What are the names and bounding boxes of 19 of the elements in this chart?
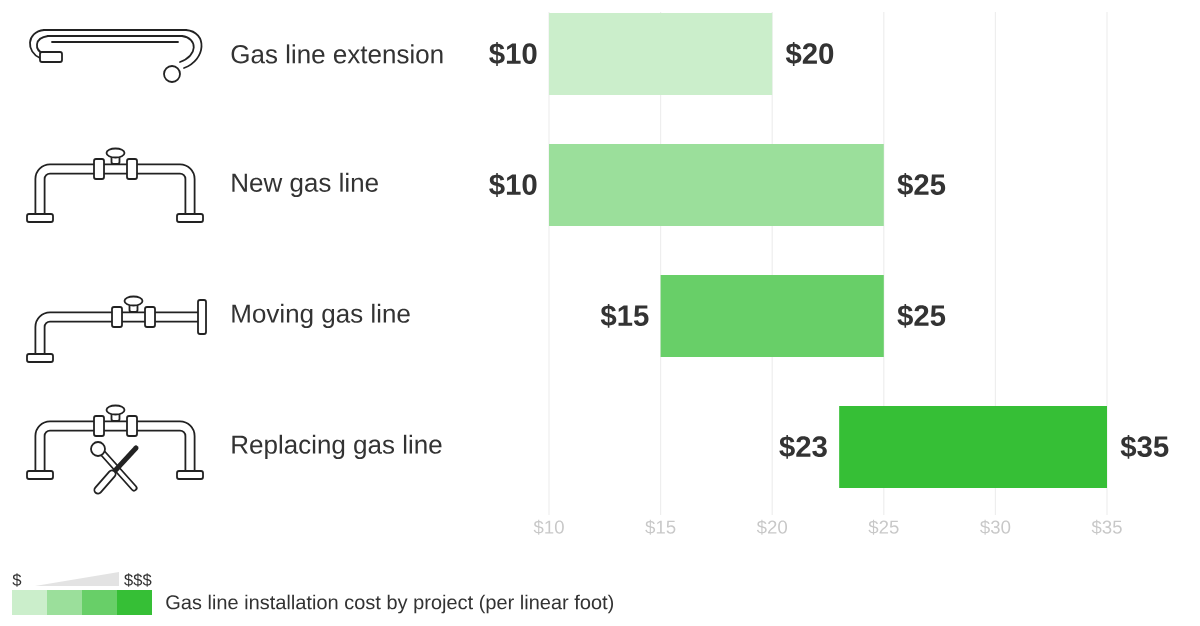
y-tick-label: Moving gas line	[232, 303, 410, 329]
annotation: $15	[600, 303, 649, 328]
bar	[660, 274, 884, 357]
data-label: $25	[897, 172, 946, 197]
text: Gas line installation cost by project (per linear foot)	[166, 594, 614, 614]
y-tick-label: Replacing gas line	[232, 434, 442, 460]
bar	[549, 12, 773, 95]
y-tick-label: New gas line	[232, 172, 378, 198]
y-tick-label: Gas line extension	[231, 44, 443, 64]
annotation: $23	[779, 434, 827, 459]
data-label: $20	[785, 41, 834, 66]
text: $	[12, 573, 22, 587]
text: $$$	[124, 573, 152, 587]
bar	[549, 143, 884, 226]
bar	[839, 405, 1107, 488]
annotation: $10	[489, 172, 537, 197]
data-label: $35	[1120, 434, 1169, 459]
annotation: $10	[489, 41, 537, 66]
data-label: $25	[897, 303, 946, 328]
